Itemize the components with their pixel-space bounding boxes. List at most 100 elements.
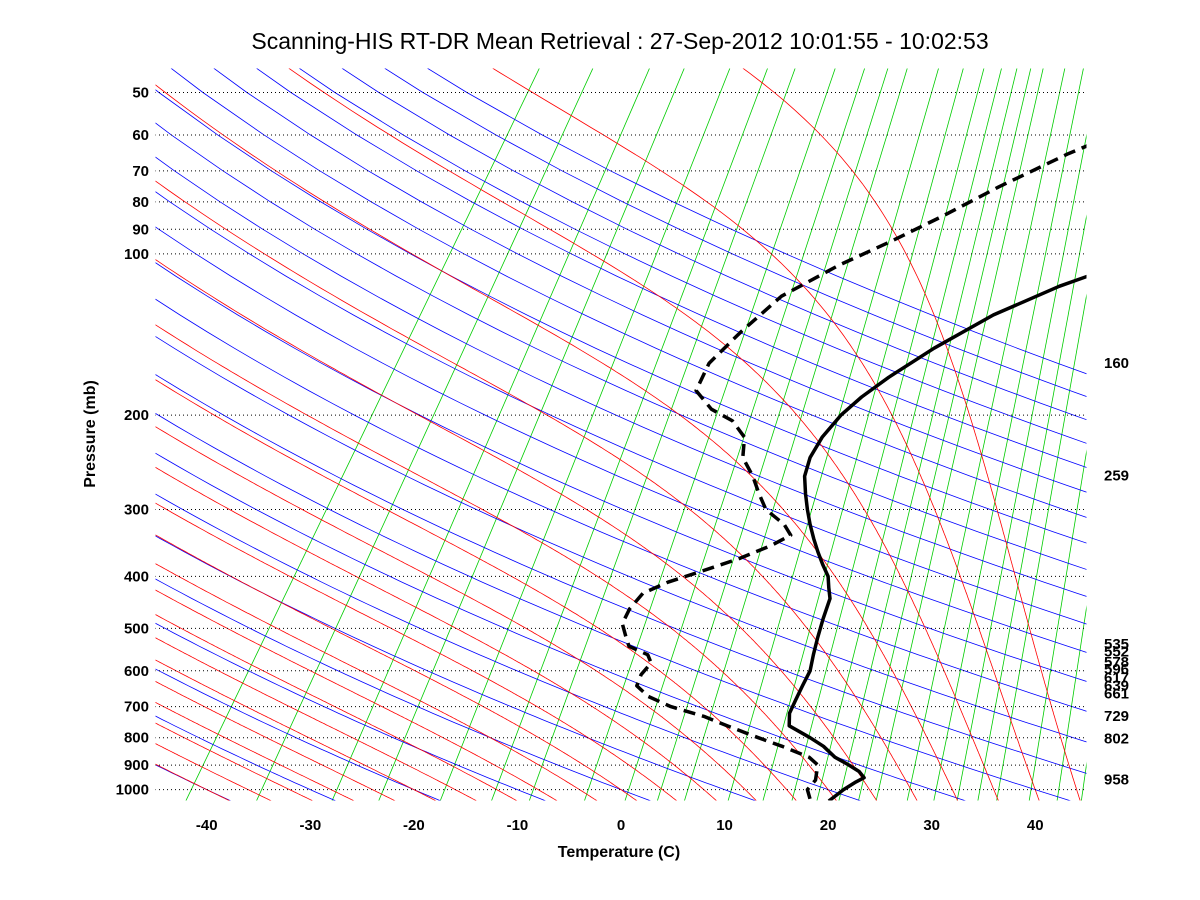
chart-title: Scanning-HIS RT-DR Mean Retrieval : 27-S… (251, 28, 989, 54)
y-tick-label: 200 (124, 407, 149, 424)
mixing-ratio-line (1056, 601, 1087, 801)
dry-adiabat (0, 41, 131, 804)
mixing-ratio-line (378, 68, 685, 801)
dry-adiabat (155, 578, 653, 801)
y-tick-label: 70 (132, 163, 149, 180)
dry-adiabat (255, 68, 1087, 469)
moist-adiabat (155, 722, 315, 801)
mixing-ratio-line (977, 211, 1087, 801)
mixing-ratio-line (528, 68, 796, 801)
mixing-ratio-line (683, 68, 908, 801)
moist-adiabat (491, 68, 1040, 801)
moist-adiabat (155, 763, 232, 801)
moist-adiabat (155, 425, 758, 801)
y-tick-label: 400 (124, 568, 149, 585)
moist-adiabat (155, 742, 273, 801)
y-tick-label: 1000 (116, 782, 149, 799)
y-tick-label: 50 (132, 85, 149, 102)
dry-adiabat (155, 190, 1087, 625)
x-tick-label: 40 (1027, 817, 1044, 834)
level-label: 958 (1104, 772, 1129, 789)
dry-adiabat (155, 88, 1087, 544)
mixing-ratio-line (816, 68, 1003, 801)
mixing-ratio-line (838, 68, 1018, 801)
y-tick-label: 60 (132, 127, 149, 144)
dry-adiabat (0, 41, 25, 804)
moist-adiabat (155, 502, 678, 801)
mixing-ratio-line (1028, 446, 1087, 801)
moist-adiabat (155, 534, 638, 801)
moist-adiabat (155, 378, 798, 801)
mixing-ratio-line (791, 68, 985, 801)
level-label: 802 (1104, 730, 1129, 747)
y-tick-labels: 50 60 70 80 90 100 200 300 400 500 600 700 800 900 100… (116, 85, 149, 799)
moist-adiabat (155, 701, 356, 801)
dry-adiabat (170, 68, 1087, 518)
level-label: 160 (1104, 355, 1129, 372)
dry-adiabat (155, 298, 1087, 712)
y-axis-label: Pressure (mb) (82, 380, 99, 488)
background-lines (0, 41, 1087, 804)
moist-adiabat (155, 466, 718, 801)
moist-adiabat (155, 563, 599, 801)
level-label: 639 (1104, 677, 1129, 694)
dry-adiabat (155, 156, 1087, 598)
moist-adiabat (155, 613, 519, 801)
y-tick-label: 600 (124, 663, 149, 680)
mixing-ratio-line (956, 131, 1087, 801)
x-tick-labels: -40 -30 -20 -10 0 10 20 30 40 (196, 817, 1044, 834)
level-label: 661 (1104, 685, 1129, 702)
mixing-ratio-line (439, 68, 731, 801)
mixing-ratio-line (491, 68, 769, 801)
y-tick-label: 900 (124, 757, 149, 774)
moist-adiabat (155, 83, 959, 801)
x-tick-label: 30 (923, 817, 940, 834)
dry-adiabat (155, 622, 548, 801)
dry-adiabat (155, 412, 1073, 801)
dry-adiabat (298, 68, 1087, 444)
x-tick-label: -30 (299, 817, 321, 834)
dry-adiabat (383, 68, 1087, 398)
mixing-ratio-line (656, 68, 889, 801)
y-tick-label: 700 (124, 699, 149, 716)
moist-adiabat (155, 180, 918, 801)
mixing-ratio-line (762, 68, 964, 801)
moist-adiabat (155, 589, 559, 801)
x-tick-label: -20 (403, 817, 425, 834)
dry-adiabat (155, 373, 1087, 774)
level-label: 617 (1104, 669, 1129, 686)
dry-adiabat (155, 493, 863, 801)
mixing-ratio-line (185, 68, 540, 801)
y-tick-label: 800 (124, 730, 149, 747)
moist-adiabat (741, 68, 1081, 801)
dry-adiabat (155, 668, 443, 801)
level-label: 729 (1104, 708, 1129, 725)
x-tick-label: -40 (196, 817, 218, 834)
y-tick-label: 300 (124, 501, 149, 518)
temperature-profile-line (787, 274, 1087, 801)
moist-adiabat (155, 659, 438, 801)
dry-adiabat (155, 535, 758, 801)
mixing-ratio-line (331, 68, 651, 801)
level-label: 578 (1104, 654, 1129, 671)
x-axis-label: Temperature (C) (558, 844, 680, 861)
dry-adiabat (155, 261, 1087, 683)
y-tick-label: 80 (132, 194, 149, 211)
level-label: 535 (1104, 636, 1129, 653)
level-label: 596 (1104, 661, 1129, 678)
mixing-ratio-line (1080, 758, 1087, 801)
y-tick-label: 100 (124, 246, 149, 263)
mixing-ratio-line (875, 68, 1044, 801)
mixing-ratio-line (933, 68, 1084, 801)
plot-area (154, 67, 1088, 802)
dry-adiabat (155, 122, 1087, 571)
x-tick-label: 20 (820, 817, 837, 834)
dry-adiabat (155, 715, 338, 801)
moist-adiabat (155, 323, 838, 801)
y-tick-label: 500 (124, 620, 149, 637)
mixing-ratio-line (858, 68, 1032, 801)
x-tick-label: 10 (716, 817, 733, 834)
mixing-ratio-line (583, 68, 836, 801)
mixing-ratio-line (906, 68, 1066, 801)
